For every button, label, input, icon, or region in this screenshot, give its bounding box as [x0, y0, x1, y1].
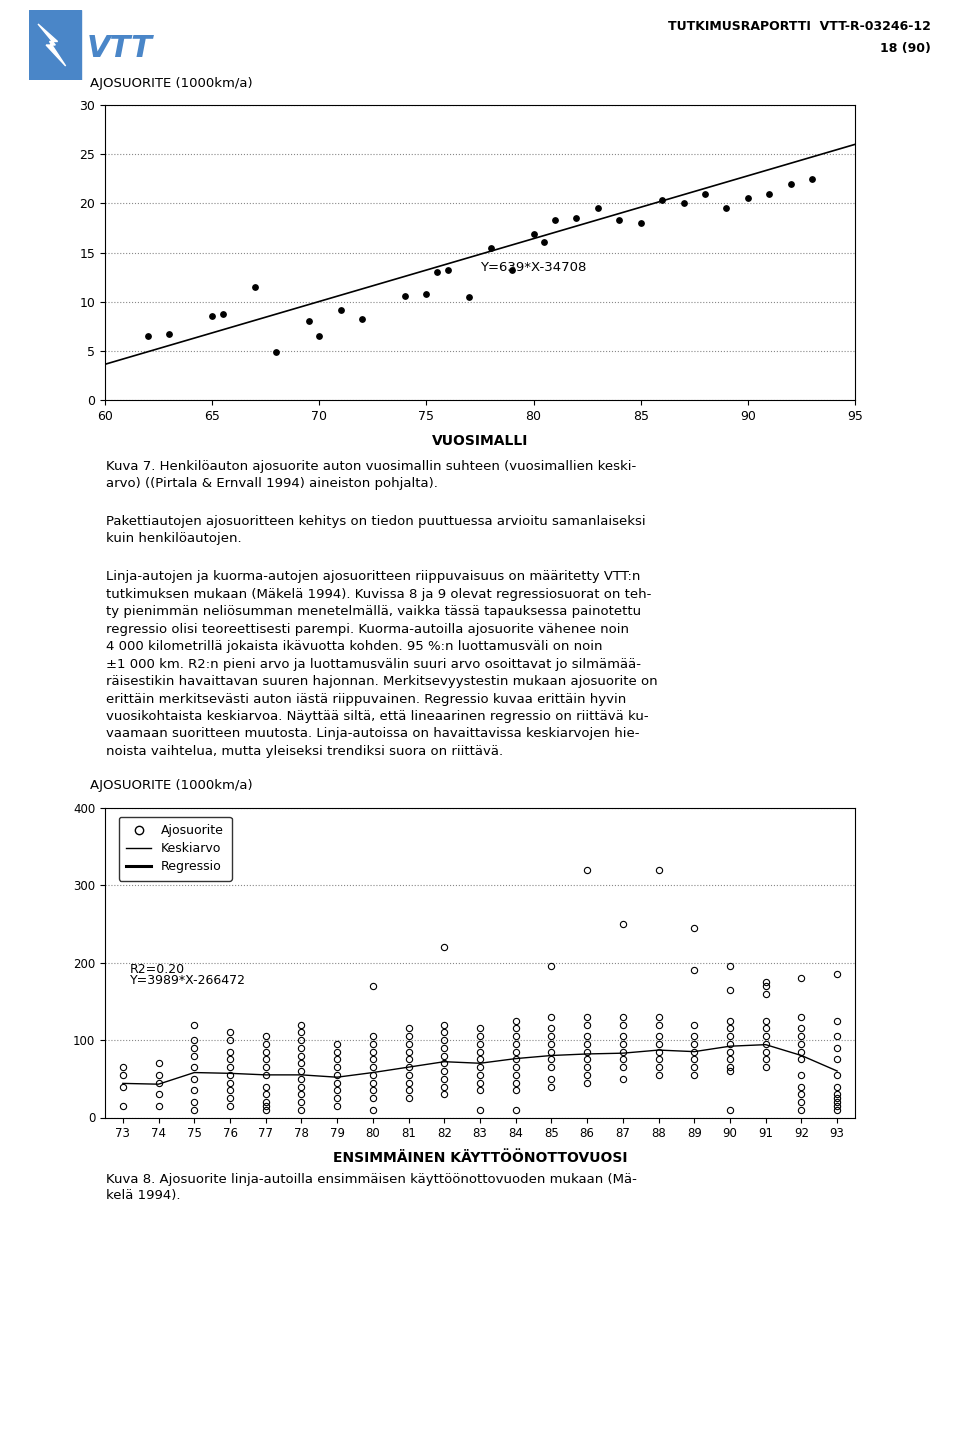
X-axis label: ENSIMMÄINEN KÄYTTÖÖNOTTOVUOSI: ENSIMMÄINEN KÄYTTÖÖNOTTOVUOSI [333, 1151, 627, 1165]
Text: regressio olisi teoreettisesti parempi. Kuorma-autoilla ajosuorite vähenee noin: regressio olisi teoreettisesti parempi. … [106, 622, 629, 635]
Point [333, 298, 348, 321]
Text: tutkimuksen mukaan (Mäkelä 1994). Kuvissa 8 ja 9 olevat regressiosuorat on teh-: tutkimuksen mukaan (Mäkelä 1994). Kuviss… [106, 588, 651, 600]
Point [590, 196, 606, 219]
Text: AJOSUORITE (1000km/a): AJOSUORITE (1000km/a) [90, 77, 252, 90]
Point [483, 236, 498, 259]
Point [354, 308, 370, 331]
Text: Linja-autojen ja kuorma-autojen ajosuoritteen riippuvaisuus on määritetty VTT:n: Linja-autojen ja kuorma-autojen ajosuori… [106, 570, 640, 583]
Point [568, 206, 584, 229]
Text: noista vaihtelua, mutta yleiseksi trendiksi suora on riittävä.: noista vaihtelua, mutta yleiseksi trendi… [106, 745, 503, 758]
Point [312, 325, 327, 348]
Point [248, 275, 263, 298]
Point [761, 182, 777, 205]
Text: Y=3989*X-266472: Y=3989*X-266472 [130, 974, 246, 987]
Text: R2=0.20: R2=0.20 [130, 963, 185, 976]
Bar [29, 10, 81, 80]
Point [633, 212, 648, 235]
Text: Pakettiautojen ajosuoritteen kehitys on tiedon puuttuessa arvioitu samanlaiseksi: Pakettiautojen ajosuoritteen kehitys on … [106, 514, 645, 527]
Text: Kuva 8. Ajosuorite linja-autoilla ensimmäisen käyttöönottovuoden mukaan (Mä-: Kuva 8. Ajosuorite linja-autoilla ensimm… [106, 1172, 636, 1185]
Text: ty pienimmän neliösumman menetelmällä, vaikka tässä tapauksessa painotettu: ty pienimmän neliösumman menetelmällä, v… [106, 605, 640, 618]
Point [204, 305, 220, 328]
Text: vaamaan suoritteen muutosta. Linja-autoissa on havaittavissa keskiarvojen hie-: vaamaan suoritteen muutosta. Linja-autoi… [106, 728, 639, 741]
Text: VTT: VTT [86, 34, 153, 63]
Point [300, 310, 316, 332]
Point [655, 189, 670, 212]
Point [161, 322, 177, 345]
Text: arvo) ((Pirtala & Ernvall 1994) aineiston pohjalta).: arvo) ((Pirtala & Ernvall 1994) aineisto… [106, 477, 438, 490]
Point [140, 325, 156, 348]
Point [397, 284, 413, 307]
Point [215, 302, 230, 325]
Point [612, 209, 627, 232]
Polygon shape [38, 24, 65, 66]
Point [441, 259, 456, 282]
Point [676, 192, 691, 215]
Text: erittäin merkitsevästi auton iästä riippuvainen. Regressio kuvaa erittäin hyvin: erittäin merkitsevästi auton iästä riipp… [106, 692, 626, 705]
Point [429, 261, 444, 284]
X-axis label: VUOSIMALLI: VUOSIMALLI [432, 434, 528, 449]
Text: räisestikin havaittavan suuren hajonnan. Merkitsevyystestin mukaan ajosuorite on: räisestikin havaittavan suuren hajonnan.… [106, 675, 658, 688]
Legend: Ajosuorite, Keskiarvo, Regressio: Ajosuorite, Keskiarvo, Regressio [119, 817, 231, 881]
Text: 18 (90): 18 (90) [880, 42, 931, 54]
Point [504, 259, 519, 282]
Point [719, 196, 734, 219]
Text: AJOSUORITE (1000km/a): AJOSUORITE (1000km/a) [90, 780, 252, 792]
Point [783, 172, 799, 195]
Text: Y=639*X-34708: Y=639*X-34708 [480, 261, 587, 274]
Text: Kuva 7. Henkilöauton ajosuorite auton vuosimallin suhteen (vuosimallien keski-: Kuva 7. Henkilöauton ajosuorite auton vu… [106, 460, 636, 473]
Point [419, 282, 434, 305]
Point [537, 231, 552, 254]
Text: vuosikohtaista keskiarvoa. Näyttää siltä, että lineaarinen regressio on riittävä: vuosikohtaista keskiarvoa. Näyttää siltä… [106, 709, 648, 724]
Point [269, 341, 284, 364]
Text: kuin henkilöautojen.: kuin henkilöautojen. [106, 532, 241, 545]
Point [697, 182, 712, 205]
Point [804, 168, 820, 191]
Text: 4 000 kilometrillä jokaista ikävuotta kohden. 95 %:n luottamusväli on noin: 4 000 kilometrillä jokaista ikävuotta ko… [106, 641, 602, 653]
Point [526, 222, 541, 245]
Point [740, 186, 756, 209]
Text: TUTKIMUSRAPORTTI  VTT-R-03246-12: TUTKIMUSRAPORTTI VTT-R-03246-12 [668, 20, 931, 33]
Text: kelä 1994).: kelä 1994). [106, 1189, 180, 1202]
Point [462, 285, 477, 308]
Point [547, 209, 563, 232]
Text: ±1 000 km. R2:n pieni arvo ja luottamusvälin suuri arvo osoittavat jo silmämää-: ±1 000 km. R2:n pieni arvo ja luottamusv… [106, 658, 640, 671]
